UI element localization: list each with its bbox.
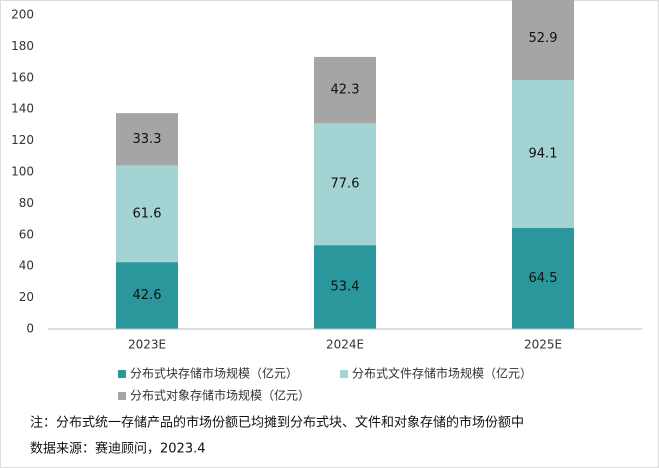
y-tick-label: 80 [19,196,34,210]
x-tick-label: 2025E [524,338,562,352]
data-label: 52.9 [529,31,558,46]
bar-segment [512,0,574,80]
y-tick-label: 60 [19,227,34,241]
note: 数据来源：赛迪顾问，2023.4 [30,441,206,457]
y-tick-label: 100 [11,165,34,179]
data-label: 42.3 [331,83,360,98]
x-tick-label: 2024E [326,338,364,352]
data-label: 42.6 [133,288,162,303]
data-label: 53.4 [331,280,360,295]
y-tick-label: 0 [26,322,34,336]
data-label: 61.6 [133,206,162,221]
bar-segment [512,227,574,329]
legend-swatch [118,392,126,400]
y-tick-label: 120 [11,133,34,147]
bar-segment [116,113,178,166]
legend-label: 分布式对象存储市场规模（亿元） [130,388,310,403]
legend-swatch [340,370,348,378]
legend-label: 分布式块存储市场规模（亿元） [130,366,298,381]
bar-segment [512,79,574,228]
data-label: 33.3 [133,132,162,147]
note: 注：分布式统一存储产品的市场份额已均摊到分布式块、文件和对象存储的市场份额中 [30,415,524,431]
y-tick-label: 140 [11,102,34,116]
y-tick-label: 20 [19,290,34,304]
data-label: 94.1 [529,146,558,161]
legend-swatch [118,370,126,378]
bar-segment [116,262,178,329]
bar-segment [116,165,178,263]
bar-segment [314,123,376,246]
bar-segment [314,245,376,329]
x-tick-label: 2023E [128,338,166,352]
legend-label: 分布式文件存储市场规模（亿元） [352,366,532,381]
bar-segment [314,56,376,124]
y-tick-label: 180 [11,39,34,53]
data-label: 77.6 [331,177,360,192]
data-label: 64.5 [529,271,558,286]
y-tick-label: 160 [11,70,34,84]
y-tick-label: 200 [11,8,34,22]
y-tick-label: 40 [19,259,34,273]
